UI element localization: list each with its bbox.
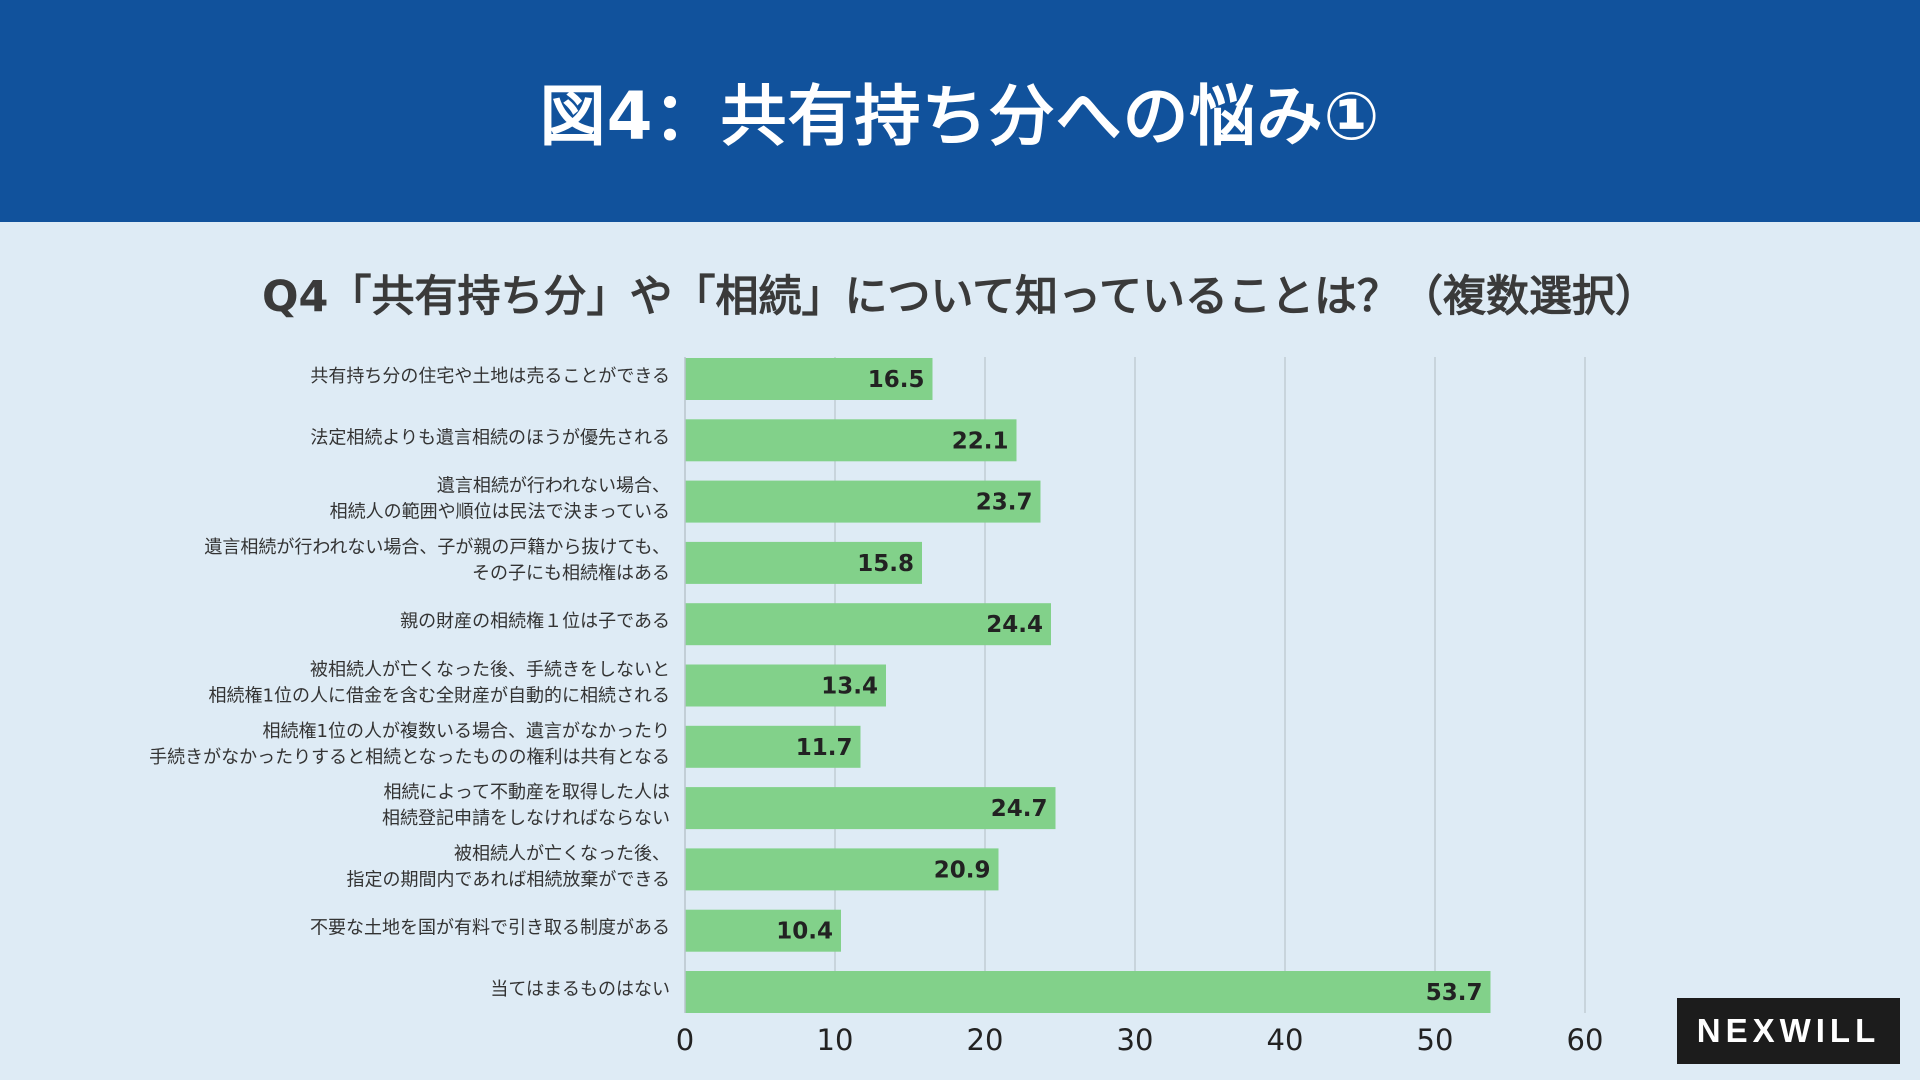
x-tick-label: 10 bbox=[817, 1023, 854, 1057]
x-tick-label: 50 bbox=[1417, 1023, 1454, 1057]
bar-value-label: 13.4 bbox=[821, 674, 878, 700]
bar-value-label: 11.7 bbox=[796, 735, 853, 761]
category-label: その子にも相続権はある bbox=[472, 563, 670, 584]
category-label: 相続によって不動産を取得した人は bbox=[383, 782, 670, 803]
bar-chart: 0 10 20 30 40 50 60 16.5 共有持ち分の住宅や土地は売ることができる 22.… bbox=[149, 357, 1604, 1057]
bar-value-label: 53.7 bbox=[1426, 980, 1483, 1006]
bar bbox=[685, 664, 886, 707]
category-label: 親の財産の相続権１位は子である bbox=[400, 611, 670, 632]
bar bbox=[685, 603, 1051, 646]
x-tick-label: 20 bbox=[967, 1023, 1004, 1057]
bar bbox=[685, 541, 922, 584]
bar-value-label: 16.5 bbox=[868, 367, 925, 393]
chart-question-title: Q4「共有持ち分」や「相続」について知っていることは？（複数選択） bbox=[261, 272, 1659, 322]
x-tick-label: 40 bbox=[1267, 1023, 1304, 1057]
x-tick-label: 0 bbox=[676, 1023, 694, 1057]
bar bbox=[685, 419, 1017, 462]
category-label: 相続人の範囲や順位は民法で決まっている bbox=[330, 502, 670, 523]
category-label: 不要な土地を国が有料で引き取る制度がある bbox=[310, 918, 670, 939]
bar-value-label: 20.9 bbox=[934, 857, 991, 883]
x-tick-label: 60 bbox=[1567, 1023, 1604, 1057]
bar-value-label: 23.7 bbox=[976, 490, 1033, 516]
bar bbox=[685, 971, 1491, 1013]
bar bbox=[685, 848, 999, 891]
category-label: 指定の期間内であれば相続放棄ができる bbox=[347, 869, 670, 890]
category-label: 共有持ち分の住宅や土地は売ることができる bbox=[310, 366, 670, 387]
category-label: 相続権1位の人に借金を含む全財産が自動的に相続される bbox=[209, 686, 670, 707]
bar-value-label: 22.1 bbox=[952, 428, 1009, 454]
bar-value-label: 15.8 bbox=[857, 551, 914, 577]
category-label: 遺言相続が行われない場合、子が親の戸籍から抜けても、 bbox=[204, 537, 670, 558]
category-label: 相続権1位の人が複数いる場合、遺言がなかったり bbox=[263, 721, 670, 742]
nexwill-logo: NEXWILL bbox=[1677, 998, 1900, 1064]
page-title: 図4：共有持ち分への悩み① bbox=[539, 78, 1381, 155]
header-banner: 図4：共有持ち分への悩み① bbox=[0, 0, 1920, 222]
category-label: 被相続人が亡くなった後、 bbox=[454, 843, 670, 864]
bar-value-label: 10.4 bbox=[776, 919, 833, 945]
category-label: 当てはまるものはない bbox=[490, 979, 670, 1000]
bar bbox=[685, 480, 1041, 523]
category-label: 相続登記申請をしなければならない bbox=[382, 808, 670, 829]
bar bbox=[685, 909, 841, 952]
category-label: 遺言相続が行われない場合、 bbox=[437, 476, 670, 497]
bar bbox=[685, 787, 1056, 830]
x-tick-label: 30 bbox=[1117, 1023, 1154, 1057]
category-label: 手続きがなかったりすると相続となったものの権利は共有となる bbox=[149, 747, 670, 768]
category-label: 被相続人が亡くなった後、手続きをしないと bbox=[310, 660, 670, 681]
bar-value-label: 24.4 bbox=[986, 612, 1043, 638]
bar bbox=[685, 725, 861, 768]
bar-value-label: 24.7 bbox=[991, 796, 1048, 822]
category-label: 法定相続よりも遺言相続のほうが優先される bbox=[310, 427, 670, 448]
bar bbox=[685, 358, 933, 400]
